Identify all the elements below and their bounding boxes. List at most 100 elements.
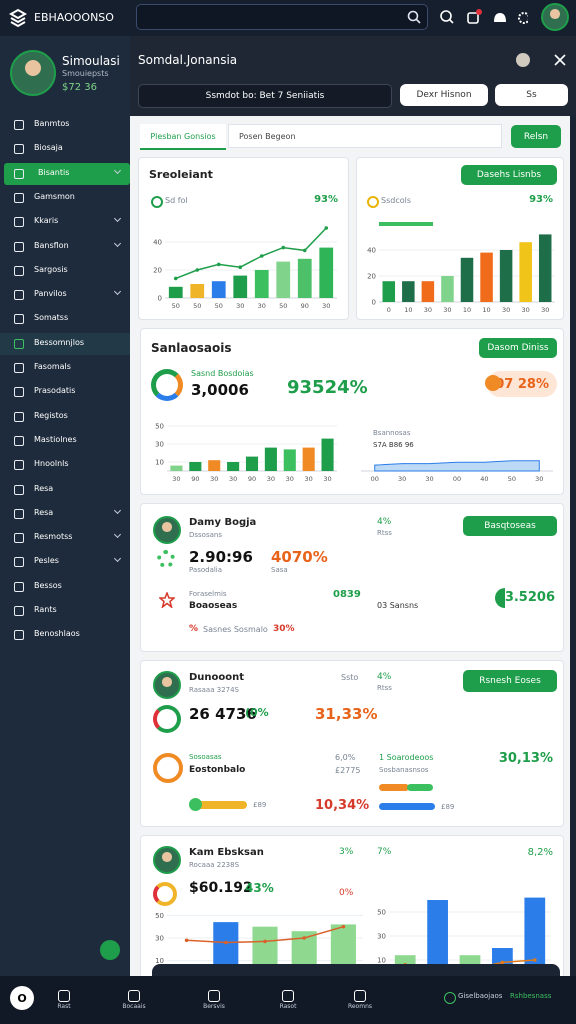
fab-button[interactable] bbox=[100, 940, 120, 960]
nav-chevron bbox=[113, 288, 122, 296]
metric: 31,33% bbox=[315, 705, 378, 723]
nav-item[interactable]: Panvilos bbox=[0, 284, 130, 306]
header-icons[interactable] bbox=[438, 9, 528, 27]
card-summary: Kam Ebsksan Rocaaa 2238S 3% 7% 8,2% $60.… bbox=[140, 835, 564, 986]
bottom-nav-item[interactable]: Bocaais bbox=[114, 988, 154, 1018]
bar bbox=[480, 252, 493, 302]
settings-icon[interactable] bbox=[516, 53, 530, 67]
nav-item[interactable]: Bessos bbox=[0, 576, 130, 598]
delta: 4% bbox=[377, 672, 392, 682]
chart: 0 20 40 0 10 30 30 10 10 30 30 30 bbox=[367, 234, 555, 314]
person-name: Kam Ebsksan bbox=[189, 847, 264, 858]
filter-dropdown[interactable]: Ssmdot bo: Bet 7 Seniiatis bbox=[138, 84, 392, 108]
card-button[interactable]: Basqtoseas bbox=[463, 516, 557, 536]
nav-item[interactable]: Resa bbox=[0, 479, 130, 501]
card-person: Damy Bogja Dssosans 4% Rtss Basqtoseas 2… bbox=[140, 503, 564, 652]
nav-chevron bbox=[113, 166, 122, 174]
nav-menu: Banmtos Biosaja Bisantis Gamsmon Kkaris Bansf… bbox=[0, 114, 130, 654]
home-button[interactable]: O bbox=[10, 986, 34, 1010]
user-avatar[interactable] bbox=[541, 3, 569, 31]
nav-item[interactable]: Bisantis bbox=[4, 162, 130, 185]
nav-item[interactable]: Banmtos bbox=[0, 114, 130, 136]
card-button[interactable]: Rsnesh Eoses bbox=[463, 670, 557, 692]
bottom-nav-label: Reomns bbox=[347, 1003, 373, 1010]
person-sub: Rocaaa 2238S bbox=[189, 861, 240, 869]
profile-balance: $72 36 bbox=[62, 82, 97, 93]
nav-label: Banmtos bbox=[34, 119, 70, 128]
delta: 3% bbox=[339, 847, 354, 857]
nav-label: Bisantis bbox=[38, 167, 70, 177]
delta: 7% bbox=[377, 847, 392, 857]
close-icon[interactable] bbox=[554, 54, 566, 66]
nav-item[interactable]: Prasodatis bbox=[0, 381, 130, 403]
nav-item[interactable]: Bessomnjlos bbox=[0, 332, 130, 355]
bar bbox=[211, 281, 226, 298]
metric: 4070% bbox=[271, 548, 328, 566]
x-tick-label: 90 bbox=[301, 302, 309, 310]
nav-item[interactable]: Registos bbox=[0, 406, 130, 428]
nav-item[interactable]: Pesles bbox=[0, 551, 130, 573]
trend-line bbox=[175, 227, 327, 280]
trend-point bbox=[263, 939, 267, 944]
nav-item[interactable]: Mastiolnes bbox=[0, 430, 130, 452]
tab-button[interactable]: Relsn bbox=[511, 125, 561, 148]
card-button[interactable]: Dasehs Lisnbs bbox=[461, 165, 557, 185]
donut-icon bbox=[153, 753, 183, 783]
action[interactable]: Rshbesnass bbox=[510, 992, 552, 1000]
card-label: Sd fol bbox=[165, 196, 188, 205]
nav-item[interactable]: Hnoolnls bbox=[0, 454, 130, 476]
y-tick-label: 40 bbox=[367, 247, 376, 255]
x-tick-label: 30 bbox=[323, 475, 331, 483]
bottom-nav-item[interactable]: Bersvis bbox=[194, 988, 234, 1018]
rate: 93524% bbox=[287, 377, 368, 398]
card-title: Sanlaosaois bbox=[151, 341, 232, 355]
tab-active[interactable]: Plesban Gonsios bbox=[140, 124, 226, 150]
card-button[interactable]: Dasom Diniss bbox=[479, 338, 557, 358]
x-tick-label: 40 bbox=[480, 475, 488, 483]
x-tick-label: 0 bbox=[387, 306, 391, 314]
nav-item[interactable]: Gamsmon bbox=[0, 187, 130, 209]
bar bbox=[276, 261, 291, 298]
y-tick-label: 50 bbox=[155, 423, 164, 431]
trend-point bbox=[184, 938, 189, 943]
x-tick-label: 30 bbox=[535, 475, 543, 483]
caption: Sasnd Bosdoias bbox=[191, 369, 254, 378]
nav-icon bbox=[14, 435, 24, 446]
nav-icon bbox=[14, 338, 24, 349]
x-tick-label: 30 bbox=[229, 475, 237, 483]
nav-item[interactable]: Sargosis bbox=[0, 260, 130, 282]
profile-avatar bbox=[10, 50, 56, 96]
nav-label: Resa bbox=[34, 483, 54, 493]
button-secondary[interactable]: Ss bbox=[495, 84, 568, 106]
region-select[interactable]: Posen Begeon bbox=[228, 124, 502, 148]
bottom-nav-item[interactable]: Rasot bbox=[268, 988, 308, 1018]
nav-icon bbox=[14, 387, 24, 398]
nav-item[interactable]: Biosaja bbox=[0, 138, 130, 160]
x-tick-label: 30 bbox=[522, 306, 530, 314]
x-tick-label: 30 bbox=[267, 475, 275, 483]
y-tick-label: 20 bbox=[153, 267, 162, 275]
nav-item[interactable]: Somatss bbox=[0, 308, 130, 330]
nav-item[interactable]: Kkaris bbox=[0, 211, 130, 233]
bar bbox=[427, 900, 448, 972]
nav-item[interactable]: Bansflon bbox=[0, 236, 130, 258]
x-tick-label: 30 bbox=[286, 475, 294, 483]
row-a: 6,0% bbox=[335, 753, 356, 762]
row-total: 3.5206 bbox=[504, 590, 555, 605]
progress-bar bbox=[379, 803, 435, 810]
nav-item[interactable]: Rants bbox=[0, 600, 130, 622]
x-tick-label: 50 bbox=[215, 302, 223, 310]
bottom-nav-item[interactable]: Rast bbox=[44, 988, 84, 1018]
nav-item[interactable]: Benoshlaos bbox=[0, 624, 130, 646]
area-chart: 00 30 30 00 40 50 30 bbox=[361, 460, 553, 483]
nav-item[interactable]: Fasomals bbox=[0, 357, 130, 379]
bottom-nav-item[interactable]: Reomns bbox=[340, 988, 380, 1018]
button-history[interactable]: Dexr Hisnon bbox=[400, 84, 488, 106]
bar bbox=[170, 465, 183, 471]
nav-item[interactable]: Resmotss bbox=[0, 527, 130, 549]
nav-item[interactable]: Resa bbox=[0, 503, 130, 525]
nav-chevron bbox=[113, 215, 122, 223]
search-box[interactable] bbox=[136, 4, 428, 30]
nav-icon bbox=[14, 265, 24, 276]
